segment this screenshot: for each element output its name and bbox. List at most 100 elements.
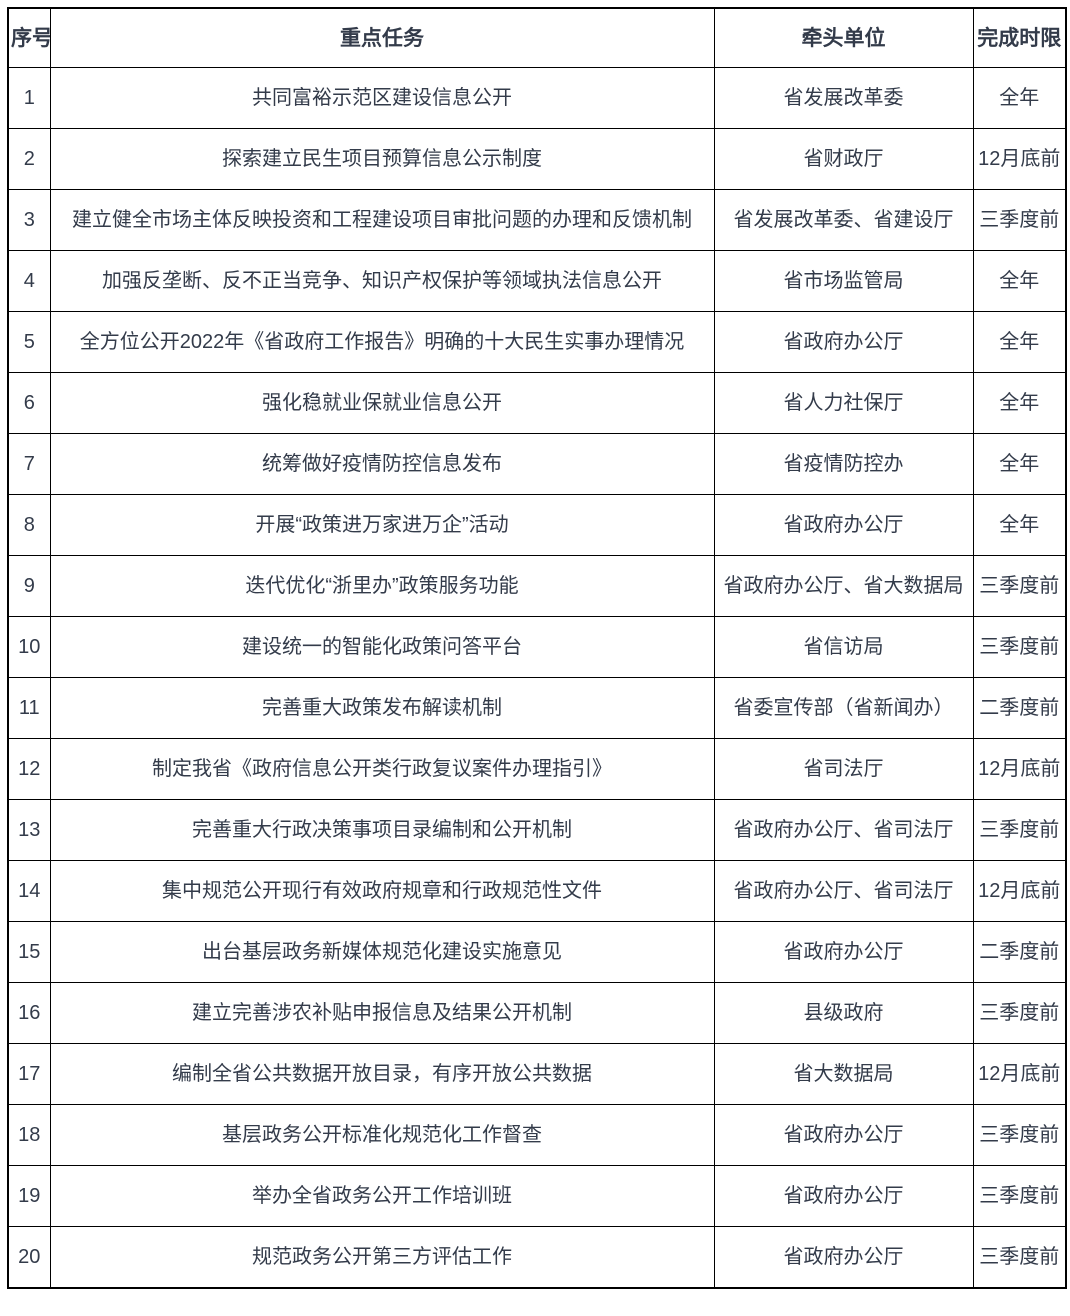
col-header-task: 重点任务 [49, 7, 715, 68]
cell-task: 强化稳就业保就业信息公开 [49, 372, 715, 434]
cell-unit: 省政府办公厅、省司法厅 [713, 799, 974, 861]
cell-task: 开展“政策进万家进万企”活动 [49, 494, 715, 556]
cell-index: 3 [7, 189, 51, 251]
cell-unit: 省司法厅 [713, 738, 974, 800]
cell-deadline: 三季度前 [972, 1104, 1067, 1166]
cell-task: 建设统一的智能化政策问答平台 [49, 616, 715, 678]
cell-deadline: 二季度前 [972, 677, 1067, 739]
table-row: 1 共同富裕示范区建设信息公开 省发展改革委 全年 [7, 67, 1067, 129]
table-row: 10 建设统一的智能化政策问答平台 省信访局 三季度前 [7, 616, 1067, 678]
table-row: 6 强化稳就业保就业信息公开 省人力社保厅 全年 [7, 372, 1067, 434]
cell-index: 17 [7, 1043, 51, 1105]
table-row: 9 迭代优化“浙里办”政策服务功能 省政府办公厅、省大数据局 三季度前 [7, 555, 1067, 617]
cell-unit: 省政府办公厅 [713, 1165, 974, 1227]
cell-deadline: 12月底前 [972, 1043, 1067, 1105]
cell-unit: 省发展改革委 [713, 67, 974, 129]
cell-deadline: 三季度前 [972, 616, 1067, 678]
cell-unit: 省政府办公厅 [713, 311, 974, 373]
cell-unit: 县级政府 [713, 982, 974, 1044]
cell-index: 2 [7, 128, 51, 190]
header-row: 序号 重点任务 牵头单位 完成时限 [7, 7, 1067, 68]
cell-task: 共同富裕示范区建设信息公开 [49, 67, 715, 129]
cell-deadline: 三季度前 [972, 189, 1067, 251]
table-row: 3 建立健全市场主体反映投资和工程建设项目审批问题的办理和反馈机制 省发展改革委、省… [7, 189, 1067, 251]
cell-task: 规范政务公开第三方评估工作 [49, 1226, 715, 1289]
table-row: 17 编制全省公共数据开放目录，有序开放公共数据 省大数据局 12月底前 [7, 1043, 1067, 1105]
table-row: 19 举办全省政务公开工作培训班 省政府办公厅 三季度前 [7, 1165, 1067, 1227]
cell-unit: 省政府办公厅 [713, 1104, 974, 1166]
cell-index: 11 [7, 677, 51, 739]
cell-index: 19 [7, 1165, 51, 1227]
cell-index: 14 [7, 860, 51, 922]
table-row: 5 全方位公开2022年《省政府工作报告》明确的十大民生实事办理情况 省政府办公厅全… [7, 311, 1067, 373]
table-row: 12 制定我省《政府信息公开类行政复议案件办理指引》 省司法厅 12月底前 [7, 738, 1067, 800]
cell-unit: 省政府办公厅、省大数据局 [713, 555, 974, 617]
cell-deadline: 三季度前 [972, 555, 1067, 617]
cell-unit: 省委宣传部（省新闻办） [713, 677, 974, 739]
cell-index: 1 [7, 67, 51, 129]
col-header-deadline: 完成时限 [972, 7, 1067, 68]
table-row: 11 完善重大政策发布解读机制 省委宣传部（省新闻办） 二季度前 [7, 677, 1067, 739]
cell-unit: 省市场监管局 [713, 250, 974, 312]
cell-index: 18 [7, 1104, 51, 1166]
cell-deadline: 三季度前 [972, 982, 1067, 1044]
cell-deadline: 三季度前 [972, 1165, 1067, 1227]
cell-deadline: 12月底前 [972, 860, 1067, 922]
cell-deadline: 全年 [972, 372, 1067, 434]
cell-index: 10 [7, 616, 51, 678]
cell-index: 7 [7, 433, 51, 495]
table-row: 16 建立完善涉农补贴申报信息及结果公开机制 县级政府 三季度前 [7, 982, 1067, 1044]
cell-index: 8 [7, 494, 51, 556]
table-row: 2 探索建立民生项目预算信息公示制度 省财政厅 12月底前 [7, 128, 1067, 190]
cell-task: 统筹做好疫情防控信息发布 [49, 433, 715, 495]
table-row: 15 出台基层政务新媒体规范化建设实施意见 省政府办公厅 二季度前 [7, 921, 1067, 983]
cell-unit: 省政府办公厅、省司法厅 [713, 860, 974, 922]
cell-task: 出台基层政务新媒体规范化建设实施意见 [49, 921, 715, 983]
cell-deadline: 12月底前 [972, 738, 1067, 800]
cell-unit: 省政府办公厅 [713, 494, 974, 556]
cell-unit: 省信访局 [713, 616, 974, 678]
cell-index: 20 [7, 1226, 51, 1289]
cell-unit: 省大数据局 [713, 1043, 974, 1105]
col-header-unit: 牵头单位 [713, 7, 974, 68]
cell-task: 制定我省《政府信息公开类行政复议案件办理指引》 [49, 738, 715, 800]
cell-index: 13 [7, 799, 51, 861]
cell-task: 加强反垄断、反不正当竞争、知识产权保护等领域执法信息公开 [49, 250, 715, 312]
cell-index: 9 [7, 555, 51, 617]
table-row: 14 集中规范公开现行有效政府规章和行政规范性文件 省政府办公厅、省司法厅 12月底前 [7, 860, 1067, 922]
cell-deadline: 三季度前 [972, 799, 1067, 861]
cell-unit: 省政府办公厅 [713, 1226, 974, 1289]
cell-index: 15 [7, 921, 51, 983]
cell-unit: 省疫情防控办 [713, 433, 974, 495]
cell-task: 完善重大政策发布解读机制 [49, 677, 715, 739]
cell-deadline: 全年 [972, 250, 1067, 312]
cell-task: 全方位公开2022年《省政府工作报告》明确的十大民生实事办理情况 [49, 311, 715, 373]
cell-deadline: 二季度前 [972, 921, 1067, 983]
cell-unit: 省政府办公厅 [713, 921, 974, 983]
key-tasks-table: 序号 重点任务 牵头单位 完成时限 1 共同富裕示范区建设信息公开 省发展改革委 全年 2 探索… [7, 7, 1067, 1289]
cell-task: 探索建立民生项目预算信息公示制度 [49, 128, 715, 190]
table-row: 4 加强反垄断、反不正当竞争、知识产权保护等领域执法信息公开 省市场监管局 全年 [7, 250, 1067, 312]
cell-index: 4 [7, 250, 51, 312]
cell-index: 16 [7, 982, 51, 1044]
table-row: 20 规范政务公开第三方评估工作 省政府办公厅 三季度前 [7, 1226, 1067, 1289]
cell-deadline: 全年 [972, 311, 1067, 373]
table-row: 18 基层政务公开标准化规范化工作督查 省政府办公厅 三季度前 [7, 1104, 1067, 1166]
cell-unit: 省人力社保厅 [713, 372, 974, 434]
cell-task: 集中规范公开现行有效政府规章和行政规范性文件 [49, 860, 715, 922]
cell-index: 6 [7, 372, 51, 434]
table-row: 13 完善重大行政决策事项目录编制和公开机制 省政府办公厅、省司法厅 三季度前 [7, 799, 1067, 861]
cell-task: 举办全省政务公开工作培训班 [49, 1165, 715, 1227]
cell-index: 12 [7, 738, 51, 800]
cell-unit: 省发展改革委、省建设厅 [713, 189, 974, 251]
cell-index: 5 [7, 311, 51, 373]
table-row: 8 开展“政策进万家进万企”活动 省政府办公厅 全年 [7, 494, 1067, 556]
table-row: 7 统筹做好疫情防控信息发布 省疫情防控办 全年 [7, 433, 1067, 495]
cell-task: 编制全省公共数据开放目录，有序开放公共数据 [49, 1043, 715, 1105]
cell-deadline: 全年 [972, 494, 1067, 556]
cell-task: 基层政务公开标准化规范化工作督查 [49, 1104, 715, 1166]
cell-task: 建立健全市场主体反映投资和工程建设项目审批问题的办理和反馈机制 [49, 189, 715, 251]
cell-deadline: 全年 [972, 67, 1067, 129]
cell-deadline: 12月底前 [972, 128, 1067, 190]
